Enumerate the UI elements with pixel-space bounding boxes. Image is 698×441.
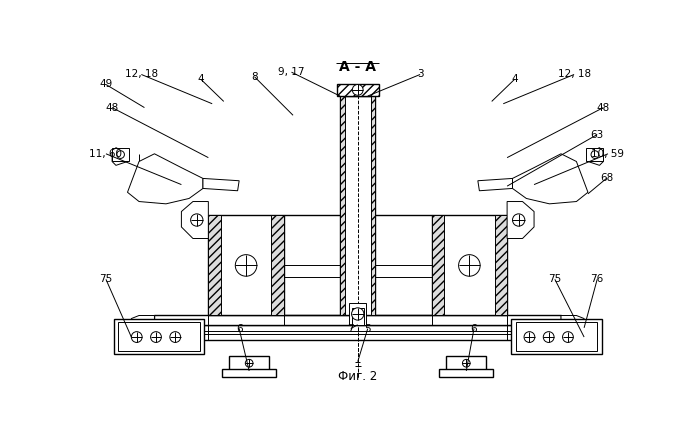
Bar [272, 215, 284, 315]
Polygon shape [112, 148, 128, 165]
Circle shape [131, 332, 142, 343]
Circle shape [459, 254, 480, 276]
Bar [431, 215, 444, 315]
Circle shape [591, 151, 599, 158]
Text: 76: 76 [591, 274, 604, 284]
Text: 9, 17: 9, 17 [279, 67, 305, 77]
Polygon shape [478, 179, 512, 191]
Text: 10, 59: 10, 59 [591, 149, 625, 159]
Text: 6: 6 [236, 324, 242, 333]
Text: 68: 68 [600, 173, 613, 183]
Text: Фиг. 2: Фиг. 2 [338, 370, 378, 383]
Bar [222, 370, 276, 377]
Text: 63: 63 [591, 130, 604, 139]
Text: 6: 6 [470, 324, 477, 333]
Circle shape [352, 308, 364, 320]
Text: 48: 48 [597, 103, 610, 112]
Circle shape [117, 151, 124, 158]
Bar [208, 215, 221, 315]
Circle shape [524, 332, 535, 343]
Bar [439, 370, 493, 377]
Bar [586, 148, 603, 161]
Polygon shape [128, 154, 203, 204]
Bar [208, 215, 284, 315]
Circle shape [352, 85, 363, 95]
Bar [352, 308, 364, 325]
Circle shape [563, 332, 573, 343]
Circle shape [543, 332, 554, 343]
Text: 5: 5 [364, 324, 371, 333]
Bar [516, 322, 597, 351]
Polygon shape [203, 179, 239, 191]
Circle shape [151, 332, 161, 343]
Text: 75: 75 [99, 274, 112, 284]
Text: 48: 48 [105, 103, 119, 112]
Bar [114, 319, 205, 354]
Text: А - А: А - А [339, 60, 376, 74]
Bar [112, 148, 129, 161]
Bar [431, 215, 507, 315]
Text: 75: 75 [548, 274, 561, 284]
Bar [340, 96, 345, 315]
Circle shape [512, 214, 525, 226]
Polygon shape [507, 202, 534, 239]
Circle shape [245, 359, 253, 367]
Text: 4: 4 [198, 74, 204, 84]
Polygon shape [561, 315, 584, 325]
Bar [495, 215, 507, 315]
Text: 49: 49 [99, 79, 112, 90]
Bar [337, 84, 378, 96]
Polygon shape [181, 202, 208, 239]
Bar [349, 303, 366, 325]
Text: 7: 7 [348, 324, 354, 333]
Polygon shape [512, 154, 588, 204]
Bar [229, 355, 269, 371]
Circle shape [191, 214, 203, 226]
Polygon shape [588, 148, 603, 165]
Circle shape [170, 332, 181, 343]
Text: 8: 8 [251, 72, 258, 82]
Circle shape [463, 359, 470, 367]
Text: 12, 18: 12, 18 [125, 70, 158, 79]
Text: 4: 4 [512, 74, 518, 84]
Bar [511, 319, 602, 354]
Polygon shape [131, 315, 154, 325]
Text: 11, 60: 11, 60 [89, 149, 122, 159]
Bar [118, 322, 200, 351]
Text: 12, 18: 12, 18 [558, 70, 591, 79]
Polygon shape [154, 315, 561, 325]
Bar [340, 96, 376, 315]
Polygon shape [131, 325, 584, 340]
Bar [446, 355, 487, 371]
Circle shape [235, 254, 257, 276]
Bar [371, 96, 376, 315]
Text: 3: 3 [417, 70, 424, 79]
